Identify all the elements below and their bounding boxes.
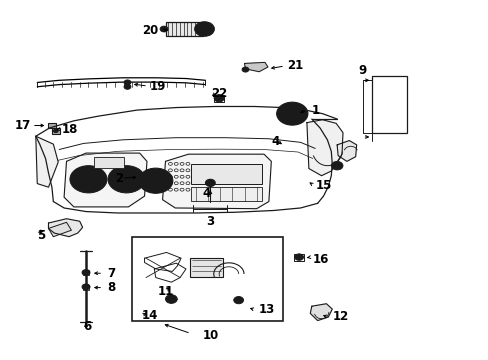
Polygon shape	[144, 252, 181, 271]
Bar	[132, 237, 282, 320]
Circle shape	[160, 26, 167, 32]
Circle shape	[214, 95, 224, 102]
Bar	[94, 157, 123, 168]
Circle shape	[124, 84, 131, 89]
Text: 21: 21	[286, 59, 303, 72]
Polygon shape	[306, 120, 342, 176]
Bar	[190, 164, 261, 184]
Text: 4: 4	[271, 135, 279, 148]
Text: 12: 12	[331, 310, 348, 324]
Circle shape	[82, 284, 90, 290]
Bar	[82, 285, 89, 290]
Bar	[52, 128, 60, 134]
Bar	[371, 76, 407, 134]
Circle shape	[108, 166, 145, 193]
Circle shape	[70, 166, 107, 193]
Bar	[48, 123, 56, 129]
Bar	[214, 95, 224, 102]
Circle shape	[205, 179, 215, 186]
Polygon shape	[336, 140, 356, 161]
Text: 18: 18	[61, 122, 78, 136]
Circle shape	[82, 270, 90, 275]
Circle shape	[124, 80, 131, 85]
Polygon shape	[48, 222, 71, 237]
Text: 2: 2	[115, 172, 123, 185]
Polygon shape	[154, 263, 185, 282]
Text: 19: 19	[149, 80, 165, 93]
Text: 4: 4	[203, 187, 211, 200]
Text: 16: 16	[312, 253, 328, 266]
Circle shape	[165, 295, 177, 303]
Text: 17: 17	[14, 119, 31, 132]
Polygon shape	[162, 154, 271, 209]
Circle shape	[294, 254, 303, 260]
Polygon shape	[310, 304, 331, 320]
Polygon shape	[244, 62, 267, 72]
Circle shape	[276, 102, 307, 125]
Text: 20: 20	[142, 24, 158, 37]
Text: 11: 11	[158, 285, 174, 298]
Circle shape	[194, 22, 214, 36]
Text: 22: 22	[211, 87, 227, 100]
Text: 14: 14	[142, 309, 158, 322]
Text: 6: 6	[83, 320, 91, 333]
Polygon shape	[36, 136, 58, 187]
Circle shape	[139, 168, 172, 193]
Circle shape	[233, 297, 243, 304]
Text: 7: 7	[107, 267, 115, 280]
Circle shape	[330, 161, 342, 170]
Text: 10: 10	[202, 329, 218, 342]
Text: 15: 15	[315, 179, 331, 192]
Circle shape	[53, 129, 58, 133]
Text: 3: 3	[206, 215, 214, 229]
Bar	[294, 253, 304, 261]
Text: 13: 13	[259, 303, 275, 316]
Text: 5: 5	[37, 229, 45, 242]
Polygon shape	[64, 153, 147, 207]
Polygon shape	[48, 219, 82, 237]
Bar	[189, 258, 223, 277]
Bar	[166, 22, 203, 36]
Bar	[82, 270, 89, 275]
Circle shape	[242, 67, 248, 72]
Text: 8: 8	[107, 281, 115, 294]
Text: 9: 9	[358, 64, 366, 77]
Bar	[190, 187, 261, 201]
Text: 1: 1	[311, 104, 319, 117]
